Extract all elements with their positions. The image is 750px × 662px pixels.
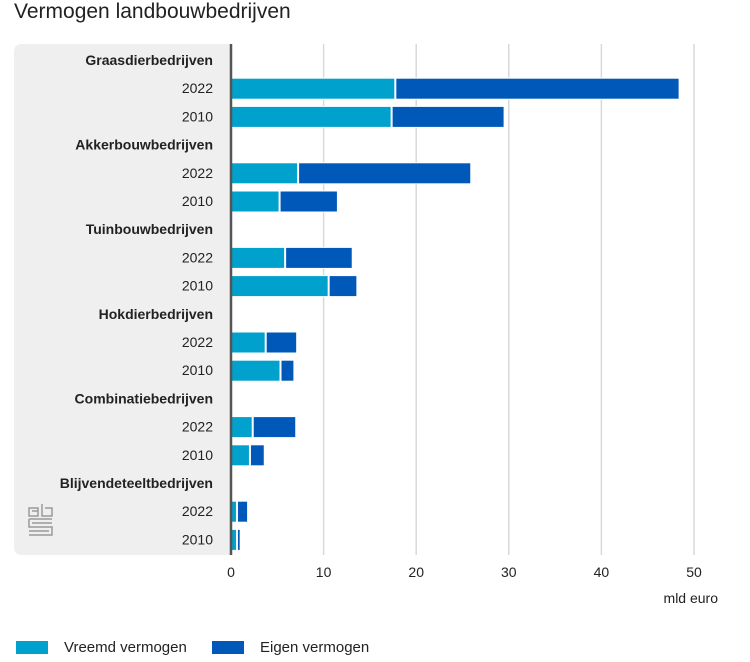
bar-eigen — [236, 528, 241, 551]
x-tick-label: 10 — [316, 564, 332, 580]
x-tick-label: 30 — [501, 564, 517, 580]
year-label: 2022 — [182, 249, 213, 265]
legend-swatch-eigen — [212, 641, 244, 654]
label-panel — [14, 44, 231, 555]
bar-eigen — [236, 500, 249, 523]
x-tick-label: 40 — [594, 564, 610, 580]
bar-eigen — [280, 359, 295, 382]
cbs-logo-icon — [28, 504, 53, 536]
year-label: 2010 — [182, 362, 213, 378]
bar-vreemd — [230, 416, 253, 439]
category-label: Graasdierbedrijven — [85, 52, 213, 68]
legend-swatch-vreemd — [16, 641, 48, 654]
category-label: Akkerbouwbedrijven — [75, 137, 213, 153]
bar-eigen — [279, 190, 338, 213]
x-axis-label: mld euro — [664, 590, 719, 606]
bar-eigen — [298, 162, 472, 185]
year-label: 2022 — [182, 334, 213, 350]
bar-vreemd — [230, 77, 396, 100]
year-label: 2010 — [182, 108, 213, 124]
bar-eigen — [285, 246, 353, 269]
category-label: Hokdierbedrijven — [99, 306, 213, 322]
bar-eigen — [395, 77, 680, 100]
year-label: 2022 — [182, 503, 213, 519]
bar-eigen — [249, 444, 265, 467]
category-label: Blijvendeteeltbedrijven — [60, 475, 213, 491]
x-tick-label: 50 — [686, 564, 702, 580]
category-label: Combinatiebedrijven — [75, 390, 213, 406]
year-label: 2010 — [182, 531, 213, 547]
bar-vreemd — [230, 162, 299, 185]
legend-label-vreemd: Vreemd vermogen — [64, 639, 187, 656]
legend-item-eigen: Eigen vermogen — [212, 639, 369, 656]
legend-item-vreemd: Vreemd vermogen — [16, 639, 187, 656]
x-tick-label: 20 — [408, 564, 424, 580]
bar-vreemd — [230, 105, 392, 128]
bar-vreemd — [230, 359, 281, 382]
year-label: 2022 — [182, 419, 213, 435]
bar-eigen — [252, 416, 297, 439]
year-label: 2010 — [182, 278, 213, 294]
year-label: 2022 — [182, 165, 213, 181]
bar-vreemd — [230, 444, 250, 467]
bar-eigen — [328, 275, 358, 298]
bar-vreemd — [230, 331, 266, 354]
year-label: 2022 — [182, 80, 213, 96]
year-label: 2010 — [182, 447, 213, 463]
bar-eigen — [391, 105, 505, 128]
bar-vreemd — [230, 275, 329, 298]
chart-title: Vermogen landbouwbedrijven — [14, 0, 291, 23]
bar-vreemd — [230, 190, 280, 213]
x-tick-label: 0 — [227, 564, 235, 580]
legend-label-eigen: Eigen vermogen — [260, 639, 370, 656]
bar-eigen — [265, 331, 298, 354]
bar-vreemd — [230, 246, 286, 269]
category-label: Tuinbouwbedrijven — [86, 221, 213, 237]
year-label: 2010 — [182, 193, 213, 209]
